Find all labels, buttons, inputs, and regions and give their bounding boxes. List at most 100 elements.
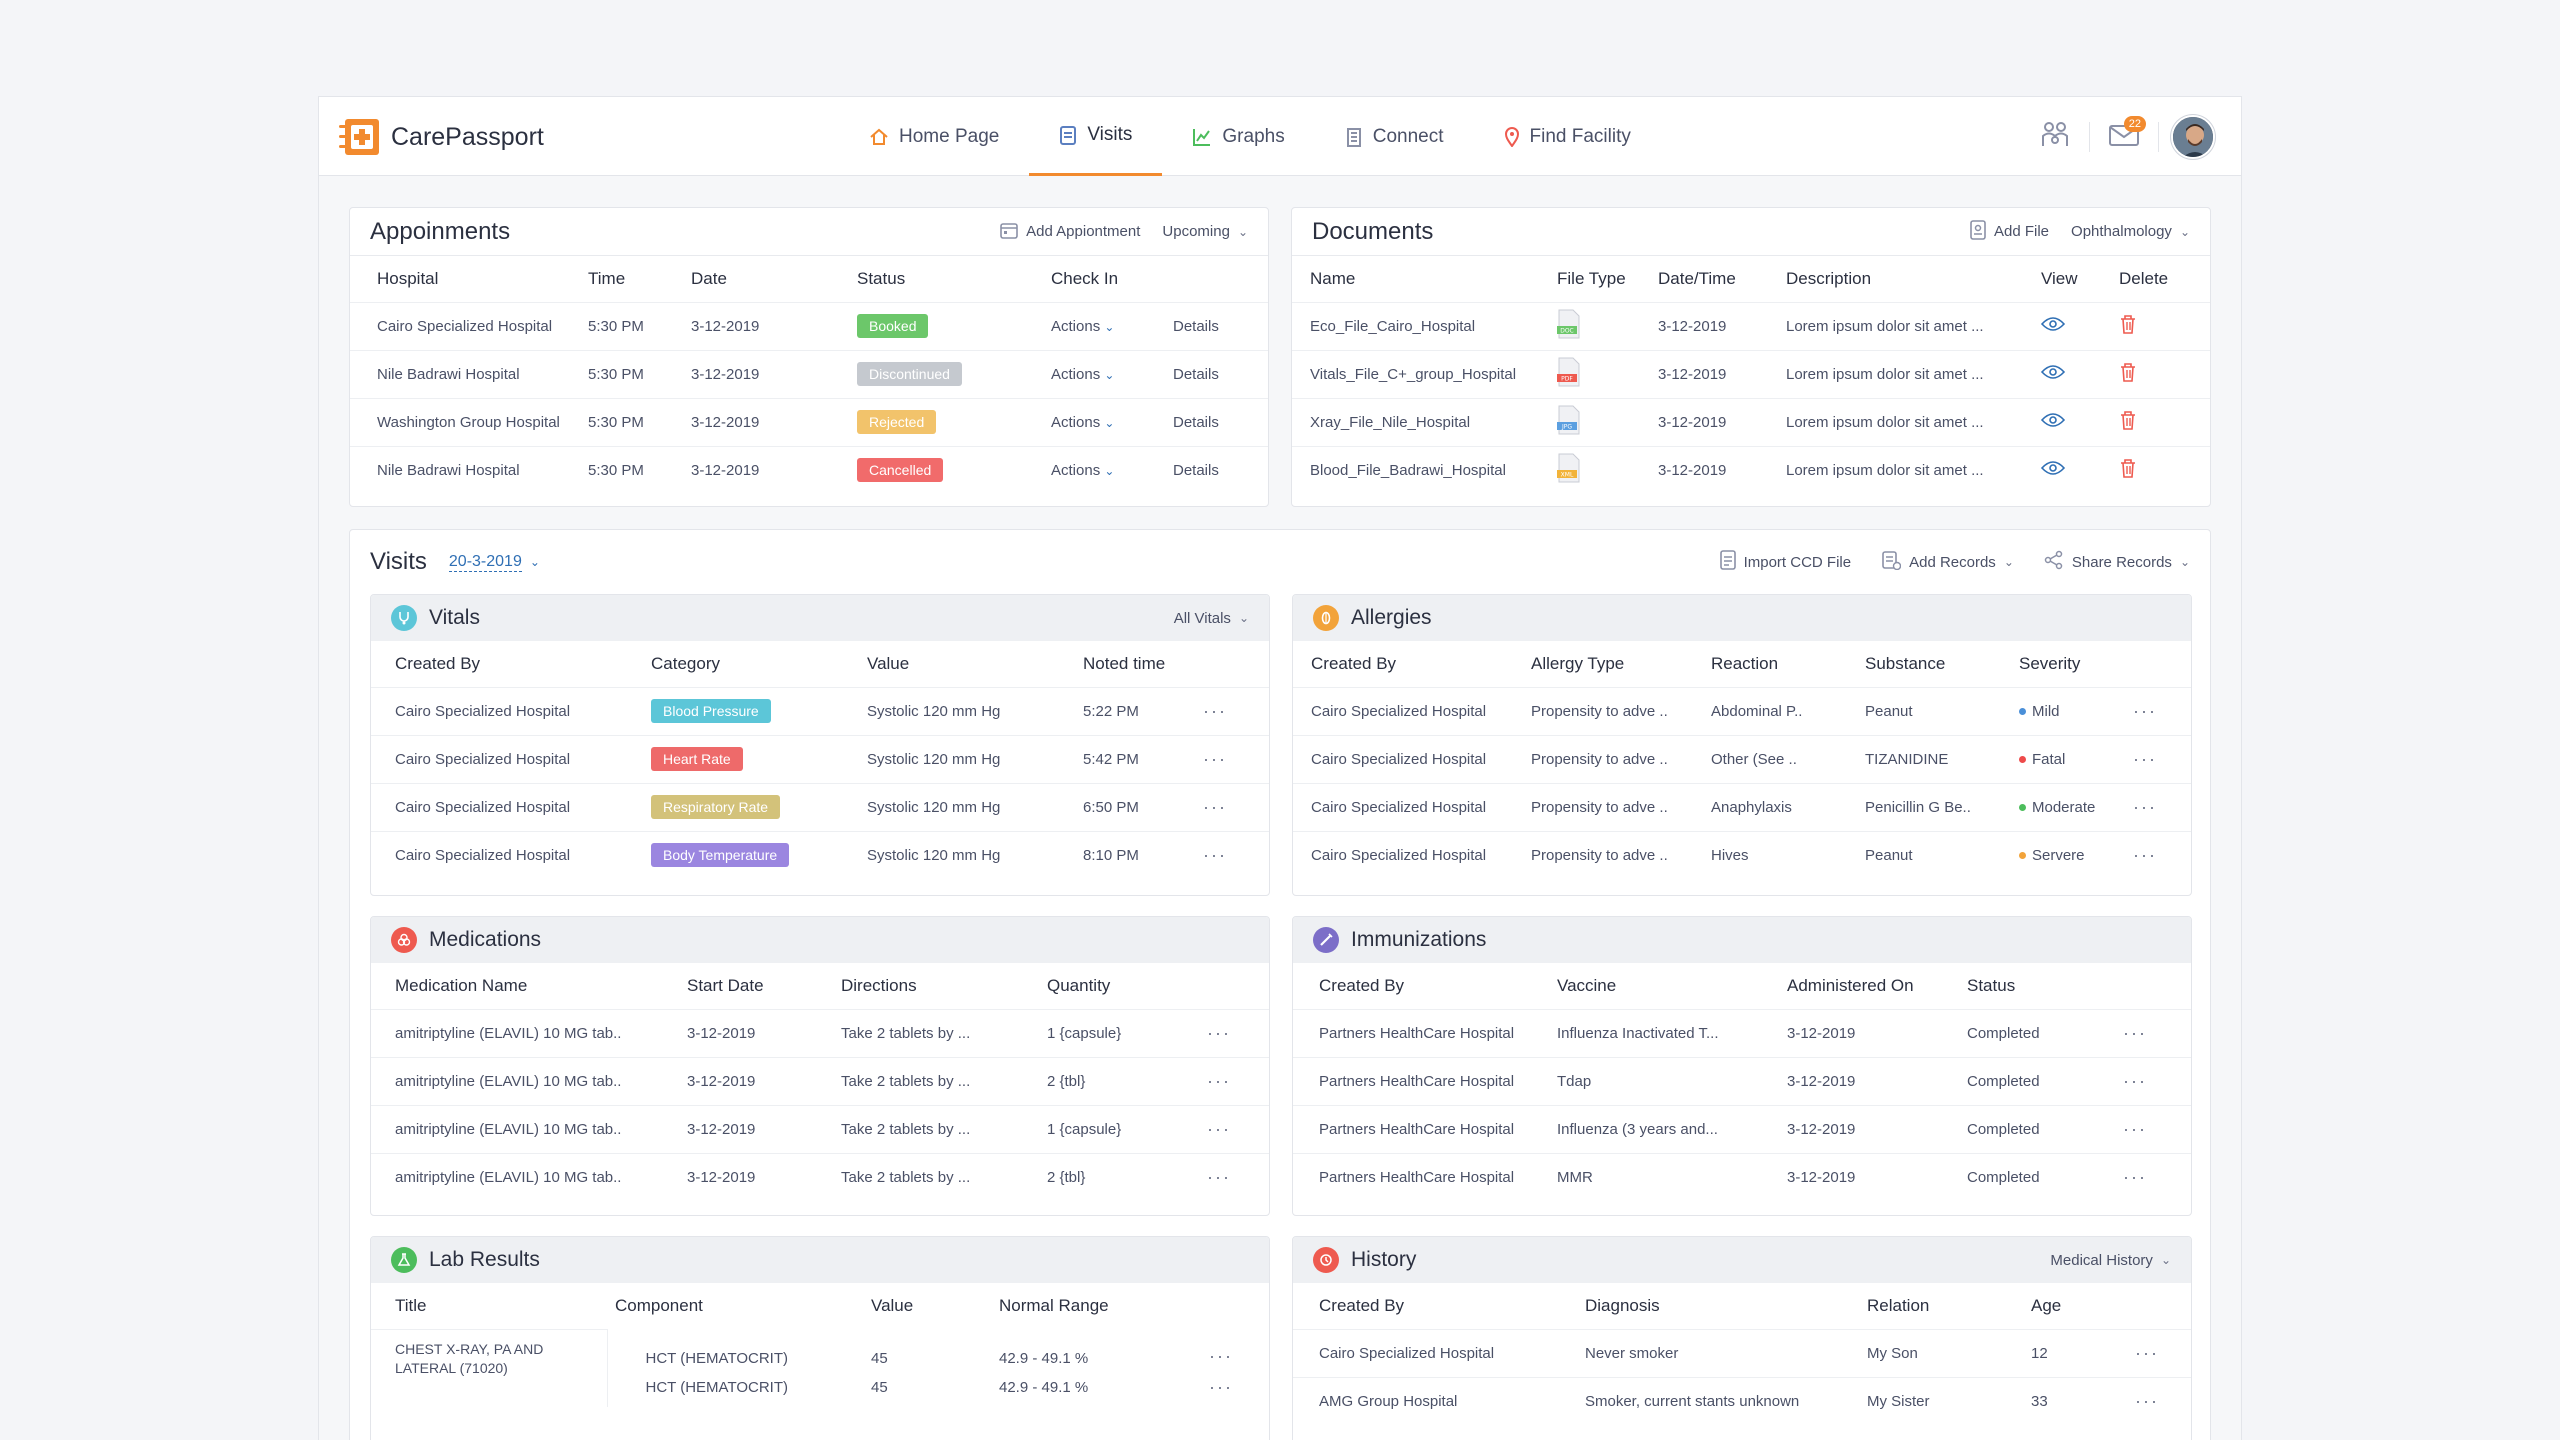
actions-dropdown[interactable]: Actions ⌄	[1051, 462, 1114, 479]
more-options-icon[interactable]: ···	[1207, 1118, 1231, 1139]
appointments-header: Appoinments Add Appiontment Upcoming ⌄	[350, 208, 1268, 256]
table-row: Cairo Specialized Hospital Propensity to…	[1293, 734, 2191, 783]
col-header: Hospital	[377, 268, 439, 288]
more-options-icon[interactable]: ···	[1207, 1022, 1231, 1043]
more-options-icon[interactable]: ···	[2133, 700, 2157, 721]
col-header: Created By	[1311, 653, 1397, 673]
col-header	[1195, 641, 1269, 687]
app-logo[interactable]: CarePassport	[339, 115, 544, 159]
table-row: amitriptyline (ELAVIL) 10 MG tab.. 3-12-…	[371, 1008, 1269, 1057]
value-cell: 45	[871, 1378, 888, 1396]
chevron-down-icon: ⌄	[2003, 555, 2014, 569]
more-options-icon[interactable]: ···	[1207, 1166, 1231, 1187]
table-row: Cairo Specialized Hospital Body Temperat…	[371, 830, 1269, 879]
more-options-icon[interactable]: ···	[2133, 748, 2157, 769]
more-options-icon[interactable]: ···	[1203, 844, 1227, 865]
documents-filter-dropdown[interactable]: Ophthalmology ⌄	[2071, 223, 2190, 240]
table-row: Partners HealthCare Hospital Tdap 3-12-2…	[1293, 1056, 2191, 1105]
delete-trash-icon[interactable]	[2119, 363, 2137, 386]
lab-title-cell: CHEST X-RAY, PA AND LATERAL (71020)	[371, 1328, 608, 1407]
created-by-cell: Cairo Specialized Hospital	[1293, 686, 1523, 735]
more-options-icon[interactable]: ···	[2123, 1118, 2147, 1139]
created-by-cell: Partners HealthCare Hospital	[1293, 1104, 1549, 1153]
table-row: Cairo Specialized Hospital Propensity to…	[1293, 686, 2191, 735]
allergies-header: Allergies	[1293, 595, 2191, 641]
col-header: Relation	[1867, 1295, 1930, 1315]
details-link[interactable]: Details	[1165, 397, 1268, 446]
more-options-icon[interactable]: ···	[2123, 1022, 2147, 1043]
profile-button[interactable]	[2165, 109, 2221, 165]
table-row: Cairo Specialized Hospital Propensity to…	[1293, 782, 2191, 831]
more-options-icon[interactable]: ···	[1209, 1346, 1233, 1366]
card-title: Documents	[1312, 217, 1434, 245]
more-options-icon[interactable]: ···	[2133, 844, 2157, 865]
more-options-icon[interactable]: ···	[1203, 796, 1227, 817]
col-header	[1201, 1283, 1269, 1329]
table-row: Eco_File_Cairo_Hospital DOC 3-12-2019 Lo…	[1292, 301, 2210, 350]
description-cell: Lorem ipsum dolor sit amet ...	[1778, 397, 2033, 446]
more-options-icon[interactable]: ···	[2123, 1070, 2147, 1091]
created-by-cell: Partners HealthCare Hospital	[1293, 1008, 1549, 1057]
substance-cell: TIZANIDINE	[1857, 734, 2011, 783]
tab-connect[interactable]: Connect	[1315, 97, 1474, 176]
share-records-dropdown[interactable]: Share Records ⌄	[2044, 550, 2190, 574]
add-appointment-label: Add Appiontment	[1026, 223, 1141, 240]
more-options-icon[interactable]: ···	[1209, 1376, 1233, 1397]
add-file-button[interactable]: Add File	[1970, 219, 2049, 244]
add-appointment-button[interactable]: Add Appiontment	[1000, 221, 1140, 243]
administered-on-cell: 3-12-2019	[1779, 1152, 1959, 1201]
details-link[interactable]: Details	[1165, 349, 1268, 398]
panel-title: Immunizations	[1351, 928, 1487, 951]
delete-trash-icon[interactable]	[2119, 411, 2137, 434]
add-records-dropdown[interactable]: Add Records ⌄	[1881, 550, 2014, 574]
immunizations-panel: Immunizations Created By Vaccine Adminis…	[1292, 916, 2192, 1216]
more-options-icon[interactable]: ···	[2135, 1390, 2159, 1411]
card-title: Appoinments	[370, 217, 511, 245]
import-ccd-button[interactable]: Import CCD File	[1719, 550, 1851, 574]
more-options-icon[interactable]: ···	[1203, 748, 1227, 769]
delete-trash-icon[interactable]	[2119, 315, 2137, 338]
date-cell: 3-12-2019	[1650, 301, 1778, 350]
vitals-filter-dropdown[interactable]: All Vitals ⌄	[1174, 610, 1249, 627]
date-cell: 3-12-2019	[683, 397, 849, 446]
history-icon	[1313, 1247, 1339, 1273]
panel-title: Allergies	[1351, 606, 1432, 629]
family-button[interactable]	[2027, 109, 2083, 165]
more-options-icon[interactable]: ···	[1203, 700, 1227, 721]
quantity-cell: 2 {tbl}	[1039, 1152, 1199, 1201]
details-link[interactable]: Details	[1165, 445, 1268, 494]
divider	[2089, 122, 2090, 152]
severity-dot	[2019, 708, 2026, 716]
appointments-filter-dropdown[interactable]: Upcoming ⌄	[1162, 223, 1248, 240]
view-eye-icon[interactable]	[2040, 317, 2066, 336]
more-options-icon[interactable]: ···	[1207, 1070, 1231, 1091]
actions-dropdown[interactable]: Actions ⌄	[1051, 318, 1114, 335]
more-options-icon[interactable]: ···	[2135, 1342, 2159, 1363]
view-eye-icon[interactable]	[2040, 413, 2066, 432]
history-filter-dropdown[interactable]: Medical History ⌄	[2050, 1252, 2171, 1269]
table-row: Partners HealthCare Hospital Influenza I…	[1293, 1008, 2191, 1057]
created-by-cell: Cairo Specialized Hospital	[1293, 734, 1523, 783]
medications-panel: Medications Medication Name Start Date D…	[370, 916, 1270, 1216]
view-eye-icon[interactable]	[2040, 365, 2066, 384]
tab-find-facility[interactable]: Find Facility	[1474, 97, 1661, 176]
table-row: Cairo Specialized Hospital Respiratory R…	[371, 782, 1269, 831]
col-header: Substance	[1865, 653, 1946, 673]
tab-home-page[interactable]: Home Page	[839, 97, 1029, 176]
severity-label: Mild	[2032, 702, 2060, 720]
lab-results-header: Lab Results	[371, 1237, 1269, 1283]
details-link[interactable]: Details	[1165, 301, 1268, 350]
more-options-icon[interactable]: ···	[2133, 796, 2157, 817]
actions-dropdown[interactable]: Actions ⌄	[1051, 366, 1114, 383]
visit-date-dropdown[interactable]: 20-3-2019 ⌄	[448, 553, 540, 572]
view-eye-icon[interactable]	[2040, 461, 2066, 480]
more-options-icon[interactable]: ···	[2123, 1166, 2147, 1187]
description-cell: Lorem ipsum dolor sit amet ...	[1778, 301, 2033, 350]
actions-dropdown[interactable]: Actions ⌄	[1051, 414, 1114, 431]
severity-label: Fatal	[2032, 750, 2066, 768]
delete-trash-icon[interactable]	[2119, 459, 2137, 482]
messages-button[interactable]: 22	[2096, 109, 2152, 165]
tab-graphs[interactable]: Graphs	[1162, 97, 1314, 176]
tab-visits[interactable]: Visits	[1029, 97, 1163, 176]
col-header: Check In	[1051, 268, 1119, 288]
